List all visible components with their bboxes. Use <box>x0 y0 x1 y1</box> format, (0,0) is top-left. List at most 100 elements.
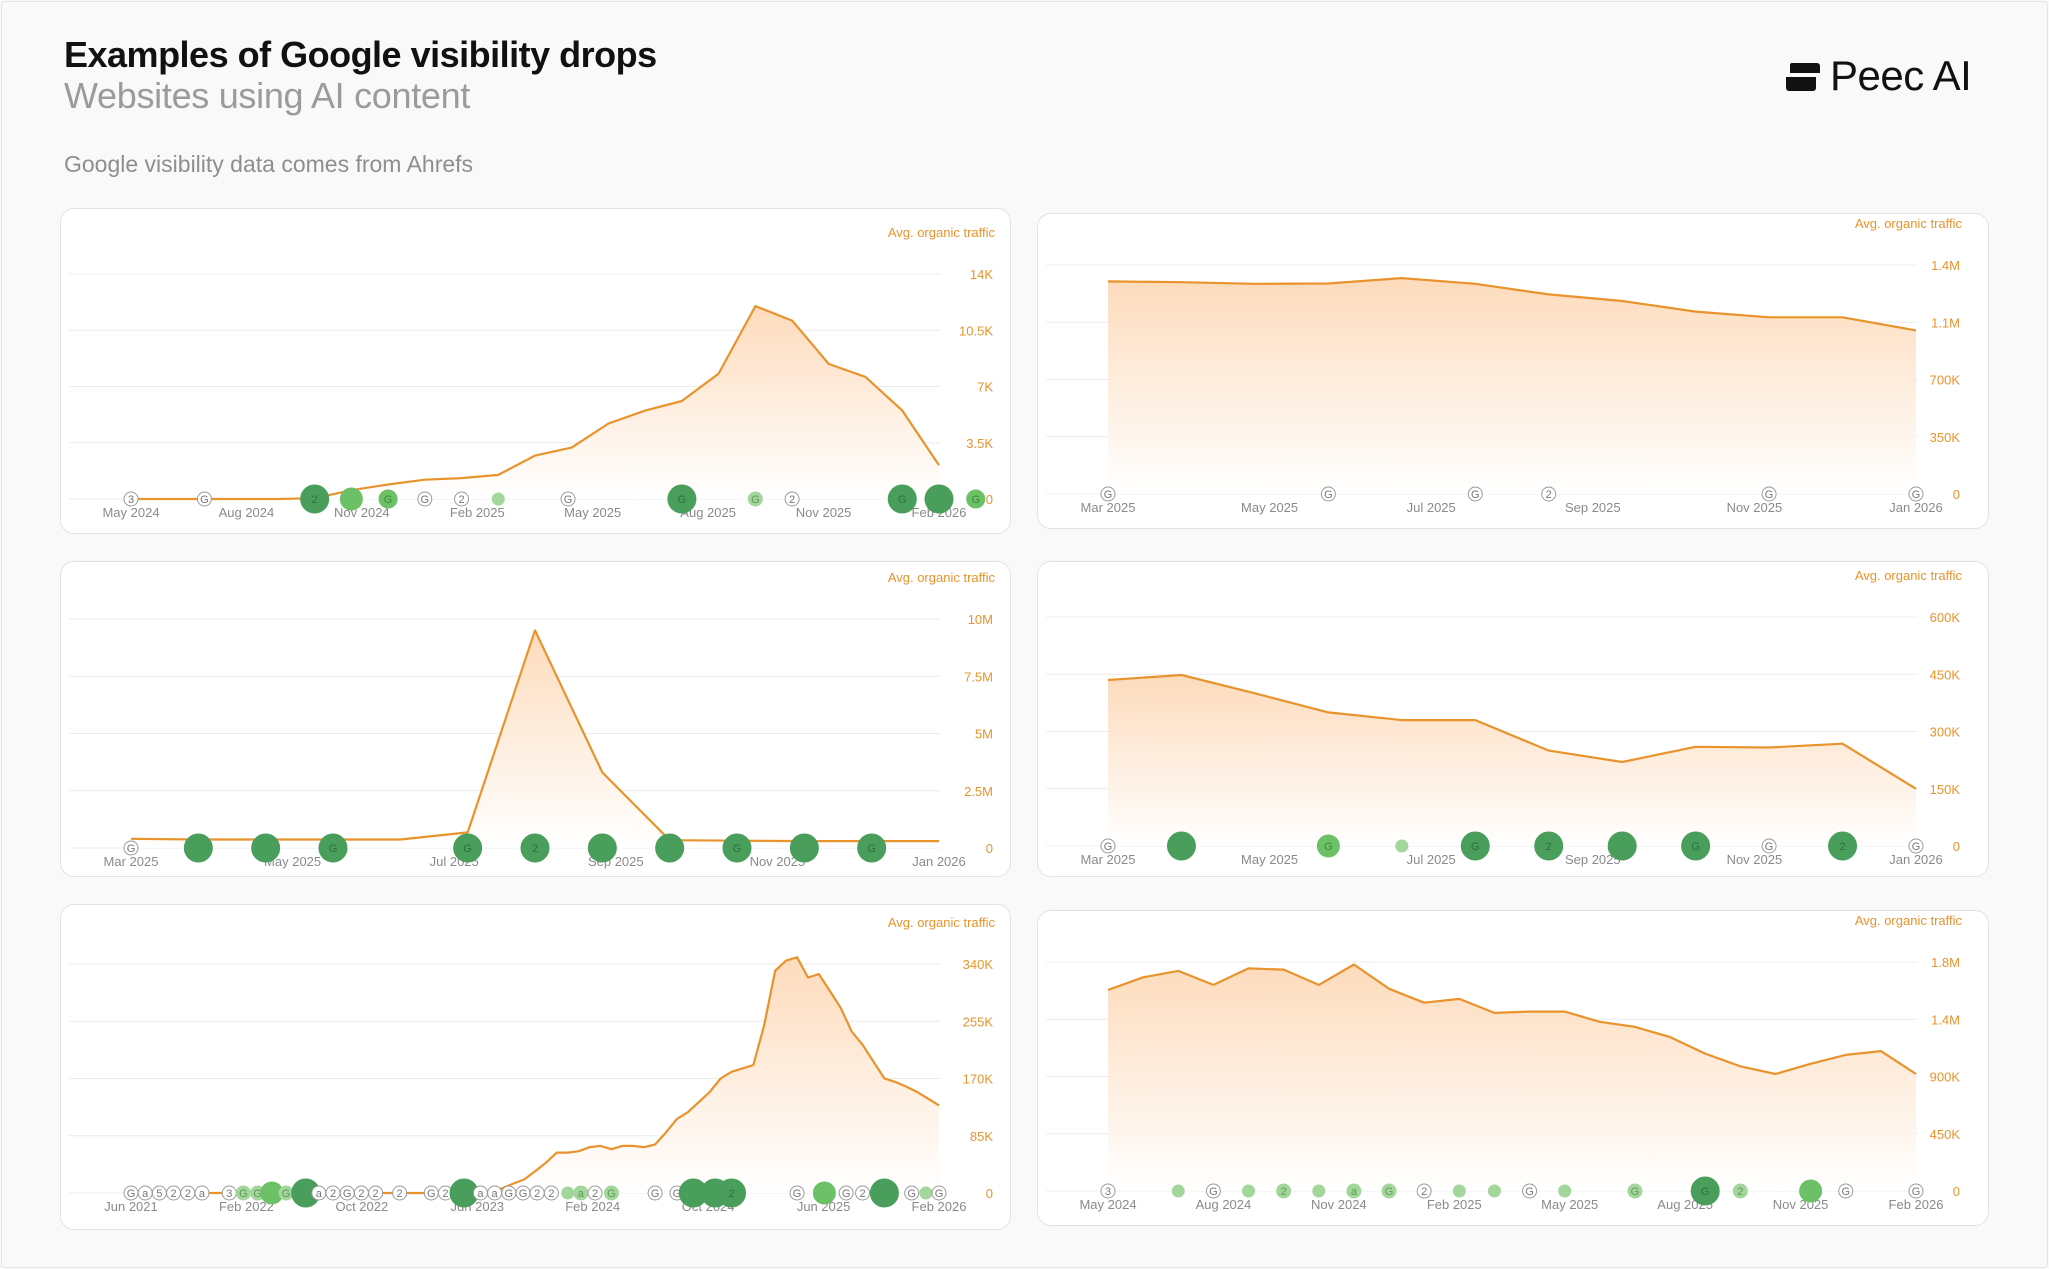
update-marker[interactable] <box>857 833 887 863</box>
update-marker[interactable] <box>1908 838 1924 854</box>
chart-svg: 0 85K 170K 255K 340K Avg. organic traffic Jun … <box>69 915 995 1214</box>
update-marker[interactable] <box>1276 1183 1292 1199</box>
update-marker[interactable] <box>1316 834 1340 858</box>
update-marker[interactable] <box>453 833 483 863</box>
update-marker[interactable] <box>587 1185 603 1201</box>
update-marker[interactable] <box>587 833 617 863</box>
y-tick-label: 600K <box>1930 610 1961 625</box>
update-marker[interactable] <box>747 491 763 507</box>
update-marker[interactable] <box>491 492 505 506</box>
update-marker[interactable] <box>1681 831 1711 861</box>
update-marker[interactable] <box>454 491 470 507</box>
update-marker[interactable] <box>789 1185 805 1201</box>
update-marker[interactable] <box>1346 1183 1362 1199</box>
update-marker[interactable] <box>194 1185 210 1201</box>
update-marker[interactable] <box>1320 486 1336 502</box>
update-marker[interactable] <box>1242 1184 1256 1198</box>
update-marker[interactable] <box>647 1185 663 1201</box>
update-marker[interactable] <box>1627 1183 1643 1199</box>
update-marker[interactable] <box>1732 1183 1748 1199</box>
update-marker[interactable] <box>561 1186 575 1200</box>
update-marker[interactable] <box>1828 831 1858 861</box>
update-marker[interactable] <box>378 489 398 509</box>
update-marker[interactable] <box>339 487 363 511</box>
update-marker[interactable] <box>1487 1184 1501 1198</box>
x-tick-label: Nov 2025 <box>1727 852 1783 867</box>
update-marker[interactable] <box>924 484 954 514</box>
update-marker[interactable] <box>919 1186 933 1200</box>
update-marker[interactable] <box>183 833 213 863</box>
update-marker[interactable] <box>1838 1183 1854 1199</box>
y-axis-title: Avg. organic traffic <box>1855 568 1963 583</box>
update-marker[interactable] <box>251 833 281 863</box>
update-marker[interactable] <box>1416 1183 1432 1199</box>
update-marker-label: G <box>1104 841 1113 853</box>
update-marker[interactable] <box>869 1178 899 1208</box>
series-area <box>131 306 939 499</box>
update-marker[interactable] <box>196 491 212 507</box>
update-marker[interactable] <box>838 1185 854 1201</box>
update-marker-label: 2 <box>1281 1186 1287 1198</box>
update-marker[interactable] <box>855 1185 871 1201</box>
y-axis-title: Avg. organic traffic <box>888 570 996 585</box>
y-tick-label: 0 <box>1953 1184 1960 1199</box>
update-marker[interactable] <box>1171 1184 1185 1198</box>
update-marker[interactable] <box>1761 486 1777 502</box>
series-area <box>131 957 939 1193</box>
update-marker[interactable] <box>1908 1183 1924 1199</box>
update-marker[interactable] <box>1467 486 1483 502</box>
y-tick-label: 1.1M <box>1931 315 1960 330</box>
update-marker[interactable] <box>1100 1183 1116 1199</box>
update-marker[interactable] <box>784 491 800 507</box>
x-tick-label: May 2025 <box>564 505 621 520</box>
update-marker[interactable] <box>667 484 697 514</box>
update-marker[interactable] <box>1312 1184 1326 1198</box>
y-tick-label: 700K <box>1930 373 1961 388</box>
update-marker[interactable] <box>123 840 139 856</box>
update-marker[interactable] <box>1541 486 1557 502</box>
update-marker[interactable] <box>655 833 685 863</box>
update-marker[interactable] <box>123 491 139 507</box>
update-marker-label: a <box>477 1188 484 1200</box>
update-marker[interactable] <box>717 1178 747 1208</box>
update-marker[interactable] <box>1166 831 1196 861</box>
update-marker[interactable] <box>1100 838 1116 854</box>
update-marker[interactable] <box>1534 831 1564 861</box>
update-marker[interactable] <box>1761 838 1777 854</box>
update-marker[interactable] <box>931 1185 947 1201</box>
update-marker[interactable] <box>1205 1183 1221 1199</box>
y-axis-title: Avg. organic traffic <box>1855 216 1963 231</box>
update-marker-label: G <box>421 494 430 506</box>
update-marker[interactable] <box>1799 1179 1823 1203</box>
update-marker[interactable] <box>789 833 819 863</box>
y-tick-label: 7K <box>977 380 993 395</box>
update-marker-label: G <box>239 1188 248 1200</box>
update-marker[interactable] <box>812 1181 836 1205</box>
update-marker[interactable] <box>887 484 917 514</box>
update-marker[interactable] <box>318 833 348 863</box>
update-marker[interactable] <box>1607 831 1637 861</box>
update-marker[interactable] <box>1690 1176 1720 1206</box>
update-marker[interactable] <box>722 833 752 863</box>
update-marker[interactable] <box>1558 1184 1572 1198</box>
update-marker[interactable] <box>392 1185 408 1201</box>
update-marker[interactable] <box>1452 1184 1466 1198</box>
update-marker[interactable] <box>603 1185 619 1201</box>
update-marker[interactable] <box>1908 486 1924 502</box>
update-marker[interactable] <box>300 484 330 514</box>
update-marker[interactable] <box>1395 839 1409 853</box>
update-marker[interactable] <box>1522 1183 1538 1199</box>
update-marker[interactable] <box>904 1185 920 1201</box>
update-marker[interactable] <box>560 491 576 507</box>
update-marker[interactable] <box>520 833 550 863</box>
update-marker[interactable] <box>966 489 986 509</box>
update-marker[interactable] <box>1460 831 1490 861</box>
update-marker[interactable] <box>368 1185 384 1201</box>
page-title: Examples of Google visibility drops <box>64 34 657 75</box>
update-marker[interactable] <box>543 1185 559 1201</box>
update-marker[interactable] <box>417 491 433 507</box>
x-tick-label: Feb 2025 <box>450 505 505 520</box>
update-marker[interactable] <box>1100 486 1116 502</box>
update-marker[interactable] <box>1381 1183 1397 1199</box>
update-marker-label: G <box>1691 841 1700 853</box>
